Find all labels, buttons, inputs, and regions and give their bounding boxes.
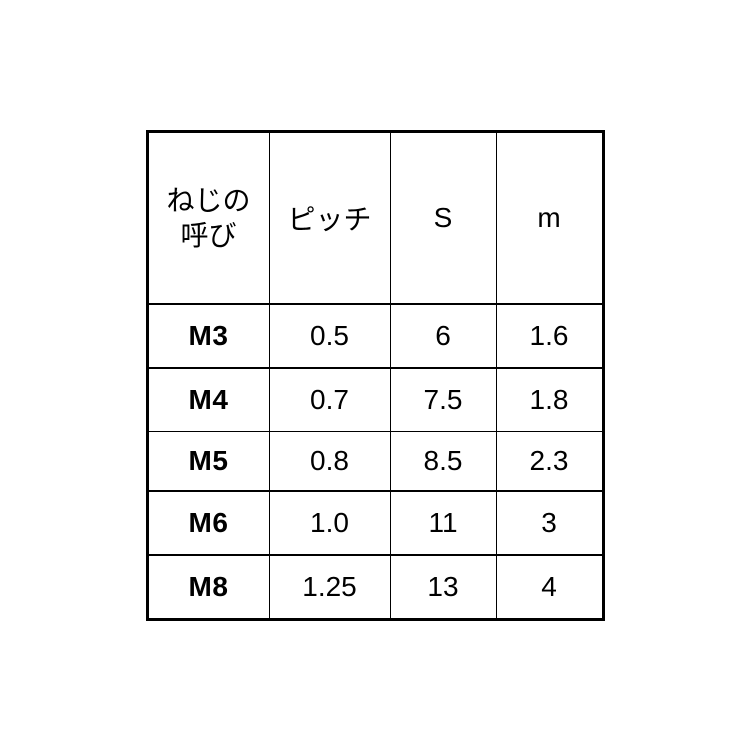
cell-pitch: 0.8 [269,431,390,491]
col-header-s: S [390,131,496,304]
cell-pitch: 1.25 [269,555,390,620]
col-header-m: m [496,131,603,304]
cell-name: M3 [147,304,269,368]
cell-pitch: 0.7 [269,368,390,432]
cell-s: 13 [390,555,496,620]
cell-name: M6 [147,491,269,555]
cell-name: M8 [147,555,269,620]
table-row: M6 1.0 11 3 [147,491,603,555]
cell-pitch: 0.5 [269,304,390,368]
table-row: M8 1.25 13 4 [147,555,603,620]
screw-spec-table: ねじの 呼び ピッチ S m M3 0.5 6 1.6 M4 0.7 7.5 1… [146,130,605,621]
cell-s: 6 [390,304,496,368]
col-header-name-line1: ねじの [166,185,250,216]
cell-s: 11 [390,491,496,555]
col-header-name-line2: 呼び [180,220,236,251]
cell-s: 7.5 [390,368,496,432]
table-row: M5 0.8 8.5 2.3 [147,431,603,491]
cell-m: 2.3 [496,431,603,491]
table-row: M3 0.5 6 1.6 [147,304,603,368]
cell-m: 1.6 [496,304,603,368]
col-header-pitch: ピッチ [269,131,390,304]
table-row: M4 0.7 7.5 1.8 [147,368,603,432]
cell-m: 4 [496,555,603,620]
cell-m: 1.8 [496,368,603,432]
cell-m: 3 [496,491,603,555]
cell-name: M4 [147,368,269,432]
cell-pitch: 1.0 [269,491,390,555]
table-header-row: ねじの 呼び ピッチ S m [147,131,603,304]
cell-s: 8.5 [390,431,496,491]
col-header-name: ねじの 呼び [147,131,269,304]
cell-name: M5 [147,431,269,491]
